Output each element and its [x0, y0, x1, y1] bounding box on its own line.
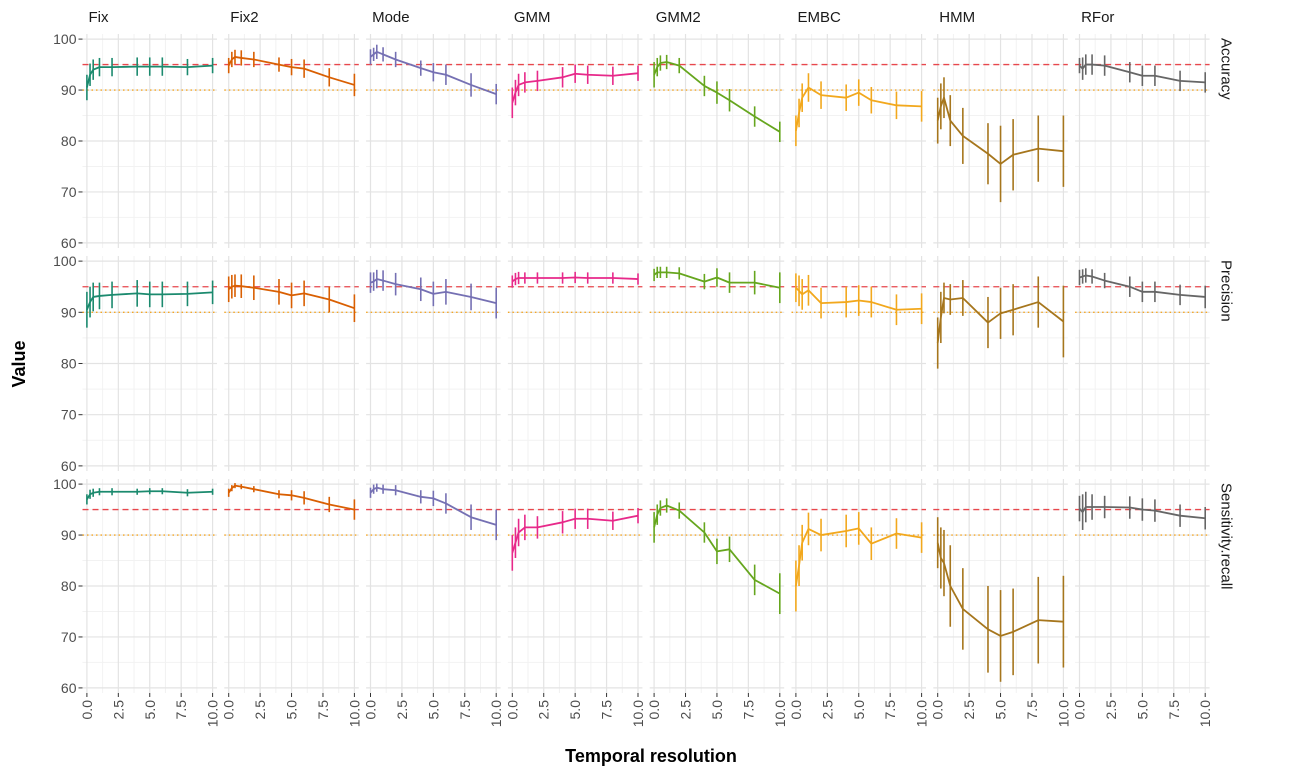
y-tick-label: 100 — [53, 253, 77, 269]
x-tick-label: 10.0 — [488, 700, 504, 727]
series-line — [228, 284, 355, 310]
series-line — [369, 486, 497, 526]
series-line — [86, 64, 213, 88]
x-tick-label: 2.5 — [1103, 700, 1119, 720]
y-tick-label: 70 — [61, 407, 77, 423]
facet-label-gmm2: GMM2 — [656, 9, 701, 26]
series-line — [1078, 63, 1206, 84]
y-tick-label: 60 — [61, 680, 77, 696]
y-tick-label: 60 — [61, 458, 77, 474]
facet-label-embc: EMBC — [798, 9, 842, 26]
series-line — [370, 278, 497, 304]
x-tick-label: 0.0 — [646, 700, 662, 720]
x-tick-label: 7.5 — [740, 700, 756, 720]
x-tick-label: 0.0 — [362, 700, 378, 720]
x-tick-label: 5.0 — [851, 700, 867, 720]
x-tick-label: 10.0 — [630, 700, 646, 727]
y-tick-label: 70 — [61, 629, 77, 645]
y-axis-title: Value — [9, 340, 29, 387]
facet-label-sensitivity-recall: Sensitivity.recall — [1218, 483, 1235, 589]
series-line — [511, 276, 639, 283]
y-tick-label: 90 — [61, 527, 77, 543]
series-line — [86, 490, 213, 500]
series-line — [795, 287, 922, 311]
facet-label-accuracy: Accuracy — [1218, 38, 1235, 100]
facet-label-precision: Precision — [1218, 260, 1235, 322]
x-tick-label: 5.0 — [1134, 700, 1150, 720]
x-tick-label: 7.5 — [315, 700, 331, 720]
facet-label-mode: Mode — [372, 9, 410, 26]
y-tick-label: 80 — [61, 356, 77, 372]
x-tick-label: 7.5 — [882, 700, 898, 720]
x-tick-label: 10.0 — [346, 700, 362, 727]
series-line — [653, 271, 780, 289]
x-tick-label: 5.0 — [284, 700, 300, 720]
x-tick-label: 7.5 — [457, 700, 473, 720]
series-line — [86, 291, 213, 311]
y-tick-label: 100 — [53, 31, 77, 47]
x-tick-label: 2.5 — [961, 700, 977, 720]
x-axis-title: Temporal resolution — [565, 746, 737, 766]
x-tick-label: 10.0 — [1055, 700, 1071, 727]
x-tick-label: 2.5 — [536, 700, 552, 720]
x-tick-label: 7.5 — [599, 700, 615, 720]
y-tick-label: 90 — [61, 82, 77, 98]
series-line — [653, 504, 781, 595]
series-line — [1079, 274, 1206, 298]
series-line — [795, 527, 922, 587]
series-line — [227, 56, 355, 86]
y-tick-label: 80 — [61, 133, 77, 149]
series-line — [511, 72, 639, 104]
series-line — [936, 96, 1064, 165]
x-tick-label: 0.0 — [1071, 700, 1087, 720]
x-tick-label: 5.0 — [709, 700, 725, 720]
y-tick-label: 100 — [53, 476, 77, 492]
x-tick-label: 2.5 — [252, 700, 268, 720]
x-tick-label: 0.0 — [788, 700, 804, 720]
facet-label-fix: Fix — [89, 9, 109, 26]
facet-label-fix2: Fix2 — [230, 9, 258, 26]
series-line — [511, 514, 639, 554]
facet-label-hmm: HMM — [939, 9, 975, 26]
facet-label-gmm: GMM — [514, 9, 551, 26]
y-tick-label: 90 — [61, 304, 77, 320]
x-tick-label: 5.0 — [425, 700, 441, 720]
series-line — [795, 86, 922, 131]
x-tick-label: 2.5 — [394, 700, 410, 720]
series-line — [369, 50, 497, 95]
y-tick-label: 80 — [61, 578, 77, 594]
facet-label-rfor: RFor — [1081, 9, 1114, 26]
x-tick-label: 5.0 — [567, 700, 583, 720]
x-tick-label: 10.0 — [772, 700, 788, 727]
y-tick-label: 70 — [61, 184, 77, 200]
series-line — [653, 61, 781, 133]
x-tick-label: 7.5 — [173, 700, 189, 720]
x-tick-label: 10.0 — [914, 700, 930, 727]
x-tick-label: 10.0 — [205, 700, 221, 727]
y-tick-label: 60 — [61, 235, 77, 251]
series-line — [936, 542, 1064, 637]
x-tick-label: 2.5 — [110, 700, 126, 720]
series-line — [227, 484, 355, 511]
x-tick-label: 7.5 — [1024, 700, 1040, 720]
series-line — [1078, 506, 1206, 520]
x-tick-label: 5.0 — [993, 700, 1009, 720]
series-line — [936, 297, 1064, 344]
x-tick-label: 0.0 — [221, 700, 237, 720]
x-tick-label: 10.0 — [1197, 700, 1213, 727]
x-tick-label: 2.5 — [678, 700, 694, 720]
x-tick-label: 5.0 — [142, 700, 158, 720]
x-tick-label: 0.0 — [79, 700, 95, 720]
x-tick-label: 0.0 — [504, 700, 520, 720]
x-tick-label: 0.0 — [930, 700, 946, 720]
x-tick-label: 2.5 — [819, 700, 835, 720]
x-tick-label: 7.5 — [1166, 700, 1182, 720]
